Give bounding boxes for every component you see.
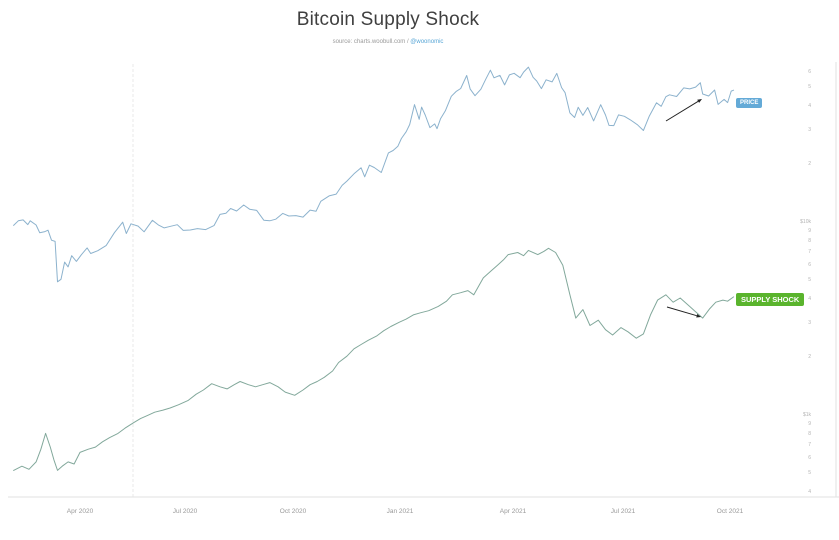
annotation-arrows [665,99,702,318]
price-axis-tick-label: 7 [808,442,811,448]
price-line [13,66,735,283]
price-axis-tick-label: 5 [808,277,811,283]
date-axis-tick-label: Jan 2021 [386,508,414,515]
price-series-badge: PRICE [736,98,763,108]
price-axis-tick-label: $1k [802,412,811,418]
chart-source-line: source: charts.woobull.com / @woonomic [0,39,776,45]
price-axis-tick-label: 8 [808,431,811,437]
woonomic-link[interactable]: @woonomic [410,39,444,45]
source-text: source: charts.woobull.com / [332,39,411,45]
date-axis-tick-label: Apr 2020 [66,508,94,515]
price-axis-tick-label: 4 [808,103,811,109]
price-axis-tick-label: $10k [800,219,811,225]
price-axis-tick-label: 9 [808,228,811,234]
date-axis-tick-label: Jul 2021 [610,508,636,515]
price-axis-tick-label: 6 [808,69,811,75]
date-axis-tick-label: Jul 2020 [172,508,198,515]
date-axis-tick-label: Apr 2021 [499,508,527,515]
supply-shock-line [13,247,735,471]
price-axis-tick-label: 7 [808,249,811,255]
annotation-arrow-shaft [666,306,697,317]
annotation-arrow-head [696,314,701,318]
price-axis-tick-label: 6 [808,455,811,461]
price-axis-tick-label: 5 [808,84,811,90]
price-axis-tick-label: 8 [808,238,811,244]
chart-title: Bitcoin Supply Shock [296,9,480,30]
date-axis-tick-label: Oct 2021 [716,508,744,515]
supply-shock-series-badge: SUPPLY SHOCK [736,293,805,306]
price-axis-tick-label: 6 [808,262,811,268]
price-axis-tick-label: 3 [808,320,811,326]
price-axis-tick-label: 2 [808,161,811,167]
price-axis-tick-label: 2 [808,354,811,360]
annotation-arrow-head [697,99,702,103]
price-axis-tick-label: 9 [808,421,811,427]
price-axis-tick-label: 3 [808,127,811,133]
annotation-arrow-shaft [665,100,699,122]
price-axis-tick-label: 5 [808,470,811,476]
price-axis-tick-label: 4 [808,489,811,495]
price-axis-tick-label: 4 [808,296,811,302]
date-axis-tick-label: Oct 2020 [279,508,307,515]
